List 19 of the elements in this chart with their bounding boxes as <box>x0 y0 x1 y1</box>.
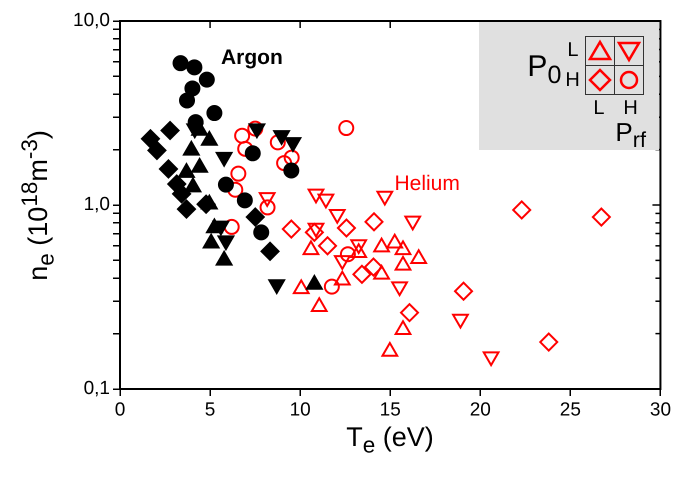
x-tick-label: 30 <box>650 400 672 421</box>
x-tick-label: 15 <box>380 400 401 421</box>
y-tick-label: 1,0 <box>84 194 110 216</box>
y-tick-label: 0,1 <box>84 378 110 400</box>
x-tick-label: 5 <box>204 400 216 421</box>
y-tick-label: 10,0 <box>73 10 110 32</box>
x-tick-label: 25 <box>560 400 581 421</box>
annotation: Helium <box>394 172 460 194</box>
x-tick-label: 0 <box>114 400 126 421</box>
x-tick-label: 10 <box>290 400 311 421</box>
x-axis-title: T$_{e}$ (eV) <box>346 422 434 458</box>
annotation: H <box>623 97 638 119</box>
annotation: L <box>593 97 605 119</box>
annotation: P$_{rf}$ <box>615 117 646 152</box>
annotation: H <box>565 69 580 91</box>
annotation: Argon <box>221 46 283 68</box>
x-tick-label: 20 <box>470 400 491 421</box>
annotation: L <box>567 39 579 61</box>
annotation: P$_{0}$ <box>527 50 562 89</box>
